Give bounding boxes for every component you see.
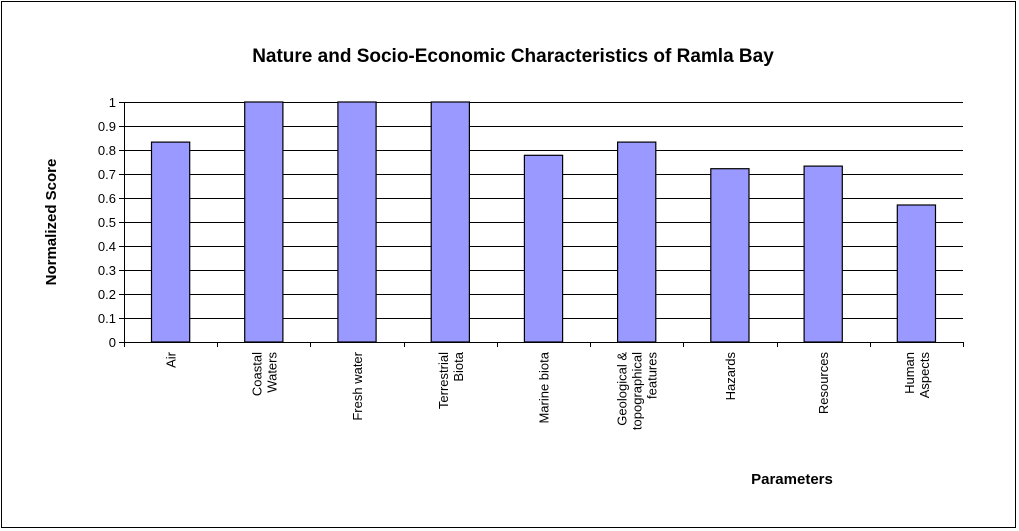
x-tick-label: Hazards: [723, 352, 738, 401]
y-tick-label: 0.3: [98, 263, 116, 278]
y-tick-label: 0.7: [98, 167, 116, 182]
x-tick-label: Aspects: [917, 352, 932, 399]
bar: [337, 101, 377, 343]
y-tick-label: 0.9: [98, 119, 116, 134]
bar: [523, 154, 564, 343]
x-tick-label: Marine biota: [537, 351, 552, 423]
y-tick-labels: 0 0.1 0.2 0.3 0.4 0.5 0.6 0.7 0.8 0.9 1: [98, 95, 116, 350]
y-tick-label: 0.1: [98, 311, 116, 326]
x-tick-label: Resources: [816, 352, 831, 415]
x-tick-label: features: [645, 352, 660, 399]
x-tick-label: Air: [164, 351, 179, 368]
x-tick-label: Terrestrial: [436, 352, 451, 409]
chart-title: Nature and Socio-Economic Characteristic…: [252, 46, 774, 67]
x-tick-label: Human: [902, 352, 917, 394]
bar: [896, 204, 937, 343]
axes: [119, 102, 964, 347]
bars: [150, 101, 937, 343]
y-tick-label: 0.6: [98, 191, 116, 206]
x-tick-label: Coastal: [249, 352, 264, 396]
y-tick-label: 0.2: [98, 287, 116, 302]
bar: [244, 101, 284, 343]
bar: [710, 168, 750, 343]
bar: [150, 141, 191, 343]
x-tick-label: Geological &: [615, 352, 630, 426]
bar: [430, 101, 471, 343]
y-axis-title: Normalized Score: [43, 159, 60, 286]
x-tick-label: Waters: [264, 352, 279, 393]
bar: [616, 141, 657, 343]
y-tick-label: 0.4: [98, 239, 116, 254]
bar: [803, 165, 843, 343]
x-tick-label: Biota: [451, 351, 466, 381]
y-tick-label: 0: [109, 335, 116, 350]
x-axis-title: Parameters: [751, 471, 833, 488]
x-tick-label: topographical: [630, 352, 645, 430]
x-tick-labels: Air Coastal Waters Fresh water Terrestrial Bi…: [164, 351, 932, 430]
y-tick-label: 0.8: [98, 143, 116, 158]
x-tick-label: Fresh water: [350, 351, 365, 420]
y-tick-label: 0.5: [98, 215, 116, 230]
y-tick-label: 1: [109, 95, 116, 110]
